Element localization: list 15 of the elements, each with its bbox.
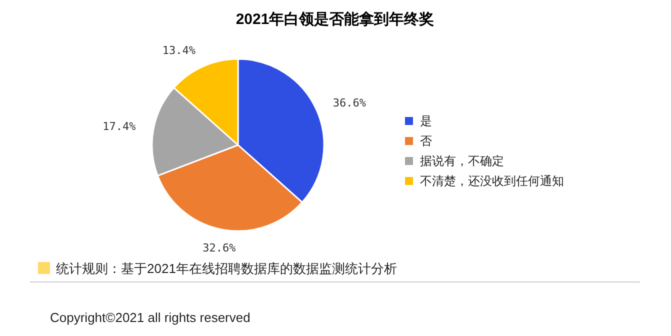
pie-slice — [151, 86, 239, 176]
data-label: 17.4% — [102, 120, 136, 134]
text: 统计规则：基于2021年在线招聘数据库的数据监测统计分析 — [56, 261, 397, 276]
pie-slice — [156, 144, 303, 232]
pie-slice — [237, 58, 325, 204]
data-label: 36.6% — [332, 96, 366, 110]
data-label: 13.4% — [162, 44, 196, 58]
data-label: 32.6% — [202, 241, 236, 254]
pie-slice — [173, 58, 239, 146]
legend-label: 否 — [420, 134, 432, 148]
legend-label: 据说有，不确定 — [420, 154, 504, 168]
legend-label: 不清楚，还没收到任何通知 — [420, 174, 564, 188]
legend-label: 是 — [420, 114, 432, 128]
text: Copyright©2021 all rights reserved — [50, 310, 250, 325]
chart-title: 2021年白领是否能拿到年终奖 — [236, 11, 434, 28]
